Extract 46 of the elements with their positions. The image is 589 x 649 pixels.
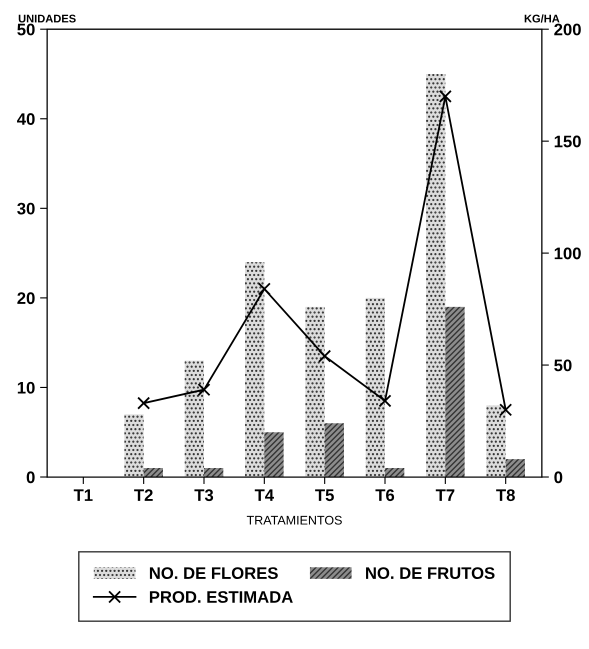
y2-axis-title: KG/HA: [524, 14, 560, 23]
y2-tick-label: 100: [554, 248, 581, 260]
y-tick-label: 0: [26, 471, 35, 484]
bar: [366, 298, 386, 478]
legend-label: NO. DE FLORES: [150, 567, 278, 580]
x-tick-label: T8: [496, 489, 515, 502]
x-tick-label: T7: [436, 489, 454, 501]
y2-tick-label: 200: [554, 24, 581, 36]
point: [198, 383, 210, 396]
y2-tick-label: 50: [554, 359, 572, 372]
x-tick-label: T1: [74, 489, 93, 501]
bar: [264, 432, 284, 478]
x-axis-title: TRATAMIENTOS: [246, 516, 342, 525]
point: [318, 350, 332, 363]
y-tick-label: 10: [18, 382, 35, 394]
point: [499, 403, 512, 416]
x-tick-label: T3: [194, 489, 214, 502]
y2-tick-label: 0: [554, 471, 562, 484]
legend-label: NO. DE FRUTOS: [366, 567, 495, 580]
bar: [204, 468, 224, 478]
y-tick-label: 50: [17, 24, 35, 36]
y-tick-label: 40: [17, 113, 35, 125]
bar: [124, 414, 144, 478]
bar: [184, 360, 204, 478]
point: [378, 394, 392, 408]
point: [258, 282, 271, 296]
point: [438, 90, 452, 103]
bar: [385, 468, 404, 478]
bar: [445, 306, 465, 478]
y-tick-label: 30: [17, 202, 35, 215]
x-tick-label: T4: [254, 489, 274, 501]
y2-tick-label: 150: [554, 136, 581, 148]
bar: [324, 423, 344, 478]
bar: [506, 459, 525, 478]
y-tick-label: 20: [17, 292, 35, 304]
bar: [426, 74, 446, 478]
bar: [245, 262, 264, 478]
bar: [486, 405, 506, 478]
point: [137, 396, 150, 410]
bar: [144, 468, 163, 478]
x-tick-label: T6: [375, 489, 394, 502]
x-tick-label: T2: [134, 489, 153, 501]
x-tick-label: T5: [315, 489, 334, 502]
bar: [305, 306, 325, 478]
y-axis-title: UNIDADES: [18, 14, 76, 23]
legend-label: PROD. ESTIMADA: [150, 591, 293, 603]
